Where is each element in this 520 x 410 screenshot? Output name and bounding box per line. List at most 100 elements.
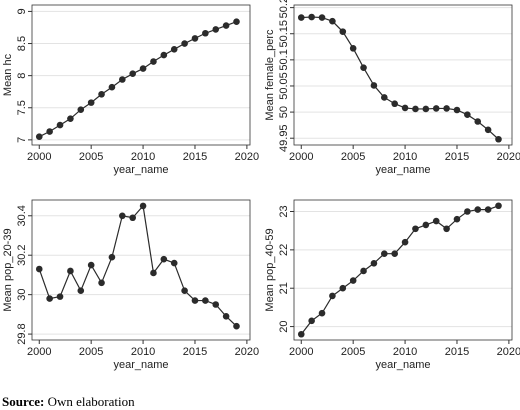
x-tick-label: 2015	[183, 346, 207, 358]
point	[202, 297, 209, 304]
y-tick-label: 29.8	[16, 323, 28, 344]
point	[401, 104, 409, 112]
point	[129, 70, 136, 78]
x-tick-label: 2010	[393, 151, 417, 163]
point	[35, 265, 43, 273]
point	[233, 322, 240, 330]
plot-frame	[293, 199, 513, 341]
point	[67, 267, 74, 275]
point	[108, 253, 116, 261]
x-tick-label: 2015	[445, 151, 469, 163]
x-axis-title: year_name	[113, 164, 168, 176]
point	[360, 267, 367, 275]
point	[181, 40, 188, 47]
point	[474, 206, 482, 213]
point	[464, 208, 471, 215]
line	[301, 16, 499, 140]
point	[329, 292, 336, 300]
x-tick-label: 2015	[183, 151, 207, 163]
point	[87, 261, 95, 269]
point	[56, 293, 64, 300]
point	[381, 250, 388, 257]
point	[370, 82, 378, 89]
point	[119, 76, 126, 83]
point	[464, 111, 471, 119]
y-tick-label: 50	[278, 106, 290, 118]
charts: 7 7.5 8 8.5 9 2000 2005 2010 2015 2020 year_name Me…	[2, 0, 520, 371]
point	[412, 105, 419, 113]
x-axis-title: year_name	[375, 164, 430, 176]
point	[443, 105, 450, 112]
y-tick-label: 50.1	[278, 49, 290, 70]
point	[222, 313, 230, 320]
point	[139, 65, 147, 72]
y-tick-label: 23	[278, 205, 290, 217]
point	[381, 94, 388, 101]
point	[160, 255, 168, 263]
source-label: Source:	[2, 394, 45, 409]
y-tick-label: 30	[16, 289, 28, 301]
point	[160, 51, 168, 59]
y-tick-label: 50.15	[278, 20, 290, 48]
point	[77, 106, 85, 113]
point	[297, 14, 305, 21]
x-tick-label: 2010	[393, 346, 417, 358]
point	[495, 135, 502, 143]
y-tick-label: 8.5	[16, 36, 28, 51]
point	[391, 100, 398, 108]
point	[170, 46, 178, 53]
point	[318, 14, 326, 21]
point	[191, 297, 199, 304]
x-tick-label: 2000	[289, 151, 313, 163]
point	[349, 45, 357, 52]
point	[297, 330, 305, 338]
point	[233, 18, 240, 25]
point	[119, 212, 126, 220]
point	[360, 64, 367, 71]
point	[412, 225, 419, 233]
x-tick-label: 2020	[235, 151, 259, 163]
x-tick-label: 2000	[27, 346, 51, 358]
point	[181, 287, 188, 295]
plot-frame	[31, 4, 251, 146]
point	[422, 105, 430, 113]
point	[349, 277, 357, 284]
point	[401, 238, 409, 246]
point	[139, 202, 147, 210]
point	[150, 58, 157, 65]
point	[108, 83, 116, 91]
point	[191, 35, 199, 42]
y-axis-title: Mean pop_40-59	[264, 228, 276, 311]
x-axis-title: year_name	[375, 359, 430, 371]
point	[308, 317, 315, 325]
point	[453, 215, 461, 223]
y-axis-title: Mean female_perc	[264, 29, 276, 121]
x-tick-label: 2005	[341, 151, 365, 163]
x-tick-label: 2020	[497, 346, 520, 358]
point	[422, 221, 430, 229]
point	[308, 13, 315, 21]
x-tick-label: 2015	[445, 346, 469, 358]
point	[222, 22, 230, 29]
point	[318, 309, 326, 317]
point	[432, 105, 440, 112]
point	[67, 115, 74, 122]
x-tick-label: 2005	[79, 151, 103, 163]
y-axis-title: Mean hc	[2, 53, 14, 96]
point	[212, 301, 220, 308]
point	[495, 202, 502, 210]
point	[339, 284, 347, 292]
point	[87, 99, 95, 106]
source: Source: Own elaboration	[2, 394, 135, 410]
x-tick-label: 2000	[27, 151, 51, 163]
point	[56, 121, 64, 129]
point	[484, 206, 492, 213]
y-tick-label: 50.05	[278, 72, 290, 100]
point	[35, 133, 43, 140]
y-tick-label: 20	[278, 320, 290, 332]
point	[212, 26, 220, 33]
y-tick-label: 22	[278, 244, 290, 256]
x-axis-title: year_name	[113, 359, 168, 371]
source-text: Own elaboration	[47, 394, 135, 409]
